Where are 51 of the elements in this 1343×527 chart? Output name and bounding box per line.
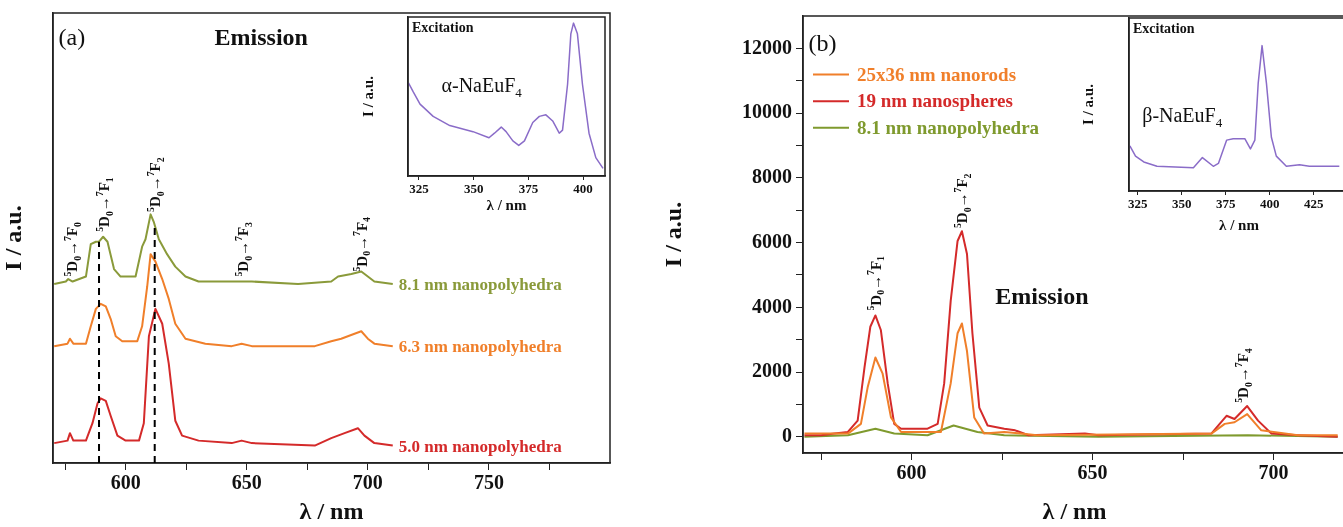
legend-label: 8.1 nm nanopolyhedra <box>857 116 1040 138</box>
x-axis-title: λ / nm <box>1219 216 1260 233</box>
x-axis-title: λ / nm <box>299 497 364 524</box>
x-tick-label: 350 <box>1172 196 1192 212</box>
series-label: 8.1 nm nanopolyhedra <box>398 274 563 294</box>
y-tick-label: 10000 <box>742 100 792 123</box>
annotation: 5D0→7F3 <box>232 221 254 277</box>
x-tick-label: 400 <box>573 181 593 197</box>
annotation: Emission <box>995 283 1089 310</box>
text: Emission <box>214 23 308 50</box>
x-tick-label: 425 <box>1304 196 1325 212</box>
x-tick-label: 600 <box>896 461 927 484</box>
x-tick-label: 750 <box>473 471 504 494</box>
x-tick-label: 325 <box>409 181 430 197</box>
y-tick-label: 12000 <box>742 35 792 58</box>
x-tick-label: 375 <box>1216 196 1237 212</box>
x-tick-label: 650 <box>1077 461 1108 484</box>
y-tick-label: 2000 <box>752 359 792 382</box>
x-tick-label: 350 <box>463 181 484 197</box>
annotation: (b) <box>808 29 837 56</box>
y-axis-title: I / a.u. <box>1079 83 1096 125</box>
x-tick-label: 700 <box>352 471 383 494</box>
annotation: 5D0→7F0 <box>61 221 83 277</box>
annotation: 5D0→7F2 <box>144 157 166 212</box>
annotation: 5D0→7F1 <box>865 255 887 311</box>
x-tick-label: 600 <box>110 471 141 494</box>
x-tick-label: 700 <box>1258 461 1289 484</box>
y-axis-title: I / a.u. <box>659 201 686 268</box>
x-axis-title: λ / nm <box>1042 497 1107 524</box>
chart-title: Excitation <box>412 20 474 35</box>
y-axis-title: I / a.u. <box>359 75 376 117</box>
x-tick-label: 325 <box>1128 196 1149 212</box>
annotation: 5D0→7F4 <box>351 216 373 272</box>
series-label: 6.3 nm nanopolyhedra <box>398 337 563 357</box>
x-tick-label: 650 <box>231 471 262 494</box>
legend-label: 25x36 nm nanorods <box>857 63 1017 85</box>
annotation: 5D0→7F4 <box>1232 348 1254 403</box>
y-axis-title: I / a.u. <box>0 205 26 271</box>
annotation: 5D0→7F1 <box>93 177 115 232</box>
annotation: 5D0→7F2 <box>951 173 973 229</box>
y-tick-label: 0 <box>782 423 792 446</box>
y-tick-label: 4000 <box>752 294 792 317</box>
x-tick-label: 400 <box>1260 196 1280 212</box>
legend-label: 19 nm nanospheres <box>857 90 1013 112</box>
chart-title: Excitation <box>1133 21 1195 36</box>
y-tick-label: 6000 <box>752 229 792 252</box>
series-label: 5.0 nm nanopolyhedra <box>398 436 563 456</box>
x-axis-title: λ / nm <box>486 196 527 213</box>
x-tick-label: 375 <box>518 181 539 197</box>
y-tick-label: 8000 <box>752 165 792 188</box>
text: (a) <box>58 23 86 50</box>
